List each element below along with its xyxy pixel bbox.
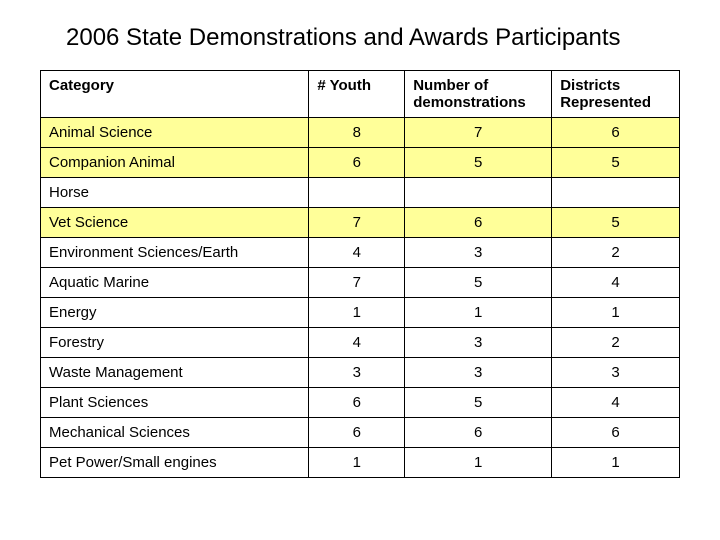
cell-youth: 7 (309, 268, 405, 298)
table-header-row: Category # Youth Number of demonstration… (41, 71, 680, 118)
cell-demos: 1 (405, 448, 552, 478)
table-row: Companion Animal655 (41, 148, 680, 178)
cell-demos: 7 (405, 118, 552, 148)
cell-category: Waste Management (41, 358, 309, 388)
cell-youth: 1 (309, 448, 405, 478)
cell-youth (309, 178, 405, 208)
page-title: 2006 State Demonstrations and Awards Par… (40, 24, 680, 52)
cell-category: Plant Sciences (41, 388, 309, 418)
cell-youth: 6 (309, 388, 405, 418)
cell-demos: 5 (405, 148, 552, 178)
cell-category: Companion Animal (41, 148, 309, 178)
table-row: Aquatic Marine754 (41, 268, 680, 298)
cell-districts: 4 (552, 268, 680, 298)
cell-youth: 1 (309, 298, 405, 328)
cell-districts: 5 (552, 148, 680, 178)
col-demos: Number of demonstrations (405, 71, 552, 118)
cell-category: Energy (41, 298, 309, 328)
table-row: Forestry432 (41, 328, 680, 358)
cell-districts: 2 (552, 238, 680, 268)
cell-districts (552, 178, 680, 208)
cell-category: Mechanical Sciences (41, 418, 309, 448)
participants-table: Category # Youth Number of demonstration… (40, 70, 680, 478)
table-row: Mechanical Sciences666 (41, 418, 680, 448)
cell-youth: 8 (309, 118, 405, 148)
cell-demos: 3 (405, 238, 552, 268)
cell-category: Animal Science (41, 118, 309, 148)
cell-demos: 5 (405, 268, 552, 298)
table-row: Pet Power/Small engines111 (41, 448, 680, 478)
cell-districts: 5 (552, 208, 680, 238)
cell-category: Forestry (41, 328, 309, 358)
cell-category: Environment Sciences/Earth (41, 238, 309, 268)
cell-demos: 6 (405, 418, 552, 448)
table-row: Horse (41, 178, 680, 208)
cell-demos: 5 (405, 388, 552, 418)
table-row: Energy111 (41, 298, 680, 328)
cell-category: Aquatic Marine (41, 268, 309, 298)
cell-category: Horse (41, 178, 309, 208)
cell-category: Vet Science (41, 208, 309, 238)
cell-youth: 6 (309, 418, 405, 448)
cell-demos: 6 (405, 208, 552, 238)
cell-districts: 1 (552, 448, 680, 478)
table-row: Waste Management333 (41, 358, 680, 388)
table-body: Animal Science876Companion Animal655Hors… (41, 118, 680, 478)
cell-demos (405, 178, 552, 208)
cell-districts: 4 (552, 388, 680, 418)
table-row: Plant Sciences654 (41, 388, 680, 418)
table-row: Animal Science876 (41, 118, 680, 148)
cell-districts: 3 (552, 358, 680, 388)
cell-districts: 2 (552, 328, 680, 358)
cell-demos: 3 (405, 358, 552, 388)
table-row: Vet Science765 (41, 208, 680, 238)
cell-category: Pet Power/Small engines (41, 448, 309, 478)
col-youth: # Youth (309, 71, 405, 118)
col-districts: Districts Represented (552, 71, 680, 118)
cell-youth: 7 (309, 208, 405, 238)
cell-districts: 6 (552, 418, 680, 448)
table-row: Environment Sciences/Earth432 (41, 238, 680, 268)
col-category: Category (41, 71, 309, 118)
cell-youth: 6 (309, 148, 405, 178)
page-container: 2006 State Demonstrations and Awards Par… (0, 0, 720, 478)
cell-districts: 6 (552, 118, 680, 148)
cell-youth: 3 (309, 358, 405, 388)
cell-demos: 3 (405, 328, 552, 358)
cell-youth: 4 (309, 238, 405, 268)
cell-youth: 4 (309, 328, 405, 358)
cell-districts: 1 (552, 298, 680, 328)
cell-demos: 1 (405, 298, 552, 328)
